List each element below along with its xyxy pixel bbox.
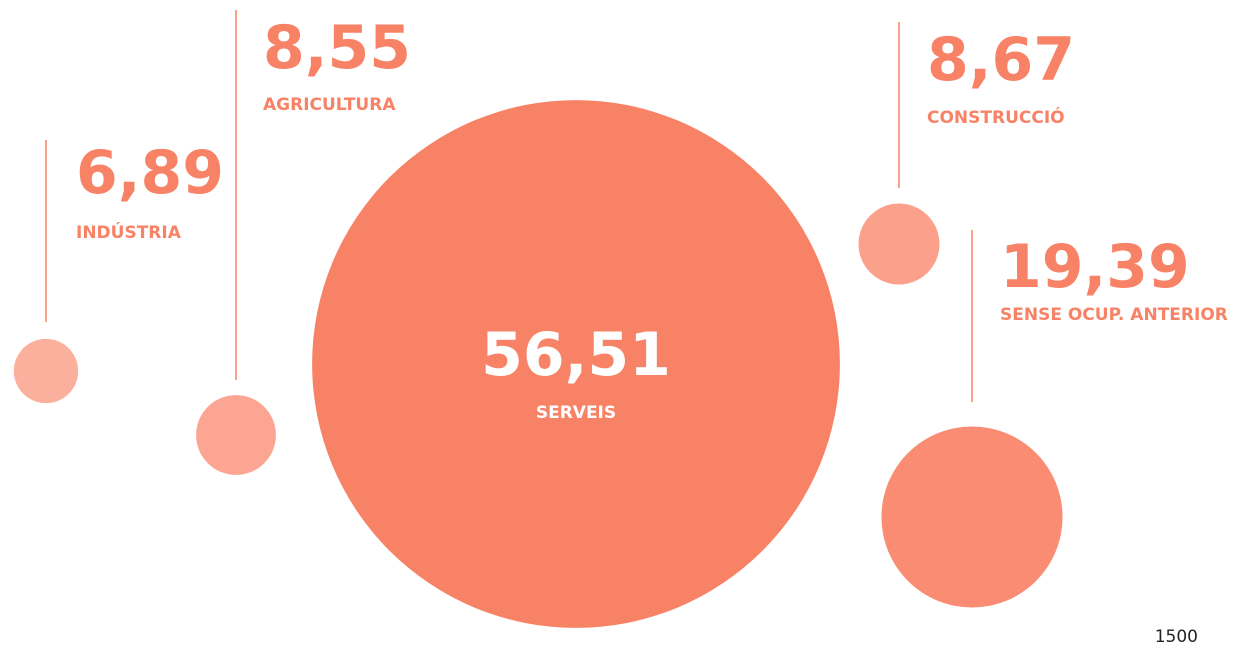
caption: 1500 xyxy=(1155,627,1198,647)
category-label: INDÚSTRIA xyxy=(76,221,182,243)
value-label: 8,67 xyxy=(927,25,1075,95)
bubble xyxy=(312,100,840,628)
category-label: CONSTRUCCIÓ xyxy=(927,106,1065,128)
value-label: 6,89 xyxy=(76,138,224,208)
value-label: 19,39 xyxy=(1000,232,1190,302)
bubble xyxy=(881,426,1063,608)
value-label: 56,51 xyxy=(481,320,671,390)
category-label: AGRICULTURA xyxy=(263,95,396,115)
category-label: SERVEIS xyxy=(536,403,616,423)
bubble xyxy=(858,203,940,285)
category-label: SENSE OCUP. ANTERIOR xyxy=(1000,305,1228,325)
bubble xyxy=(13,338,79,404)
value-label: 8,55 xyxy=(263,13,411,83)
bubble xyxy=(196,395,276,475)
